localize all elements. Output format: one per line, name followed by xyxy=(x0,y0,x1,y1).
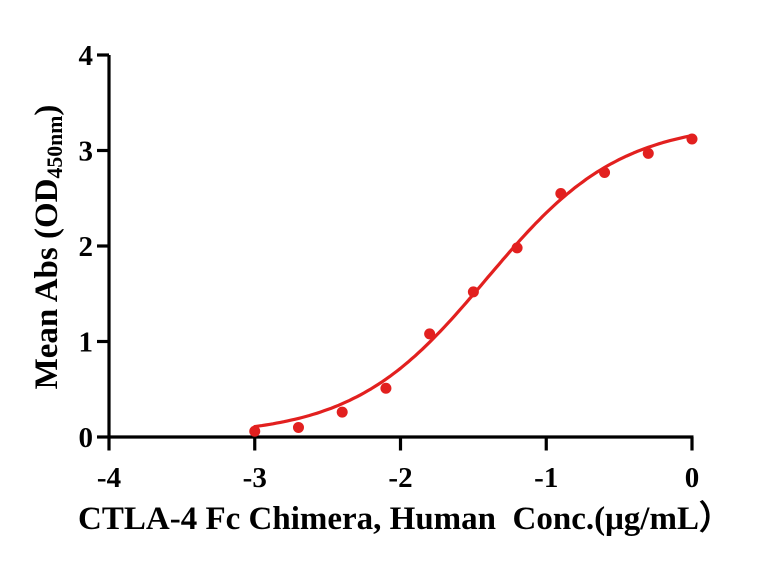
data-point xyxy=(555,187,567,199)
data-point xyxy=(511,242,523,254)
y-axis-title-subscript: 450nm xyxy=(43,115,68,179)
y-axis-title-text: Mean Abs (OD xyxy=(29,178,65,390)
axis-spines xyxy=(107,55,694,439)
data-point xyxy=(249,425,261,437)
x-axis-title: CTLA-4 Fc Chimera, Human Conc.(μg/mL） xyxy=(78,501,732,537)
x-tick-label: -3 xyxy=(243,462,267,494)
data-point xyxy=(424,328,436,340)
x-tick-label: -2 xyxy=(388,462,412,494)
y-tick-label: 3 xyxy=(79,136,94,168)
y-tick-label: 4 xyxy=(79,40,94,72)
data-point xyxy=(380,382,392,394)
y-axis-title-close: ) xyxy=(29,104,65,116)
data-point xyxy=(336,406,348,418)
data-point xyxy=(467,286,479,298)
data-point xyxy=(292,421,304,433)
data-point xyxy=(686,133,698,145)
x-tick-label: -1 xyxy=(534,462,558,494)
x-tick-label: 0 xyxy=(685,462,700,494)
data-point xyxy=(642,147,654,159)
y-tick-label: 2 xyxy=(79,231,94,263)
y-tick-label: 1 xyxy=(79,327,94,359)
fit-curve-line xyxy=(253,134,694,429)
data-point xyxy=(599,166,611,178)
y-axis-title: Mean Abs (OD450nm) xyxy=(29,104,68,390)
x-tick-label: -4 xyxy=(97,462,121,494)
y-tick-label: 0 xyxy=(79,422,94,454)
